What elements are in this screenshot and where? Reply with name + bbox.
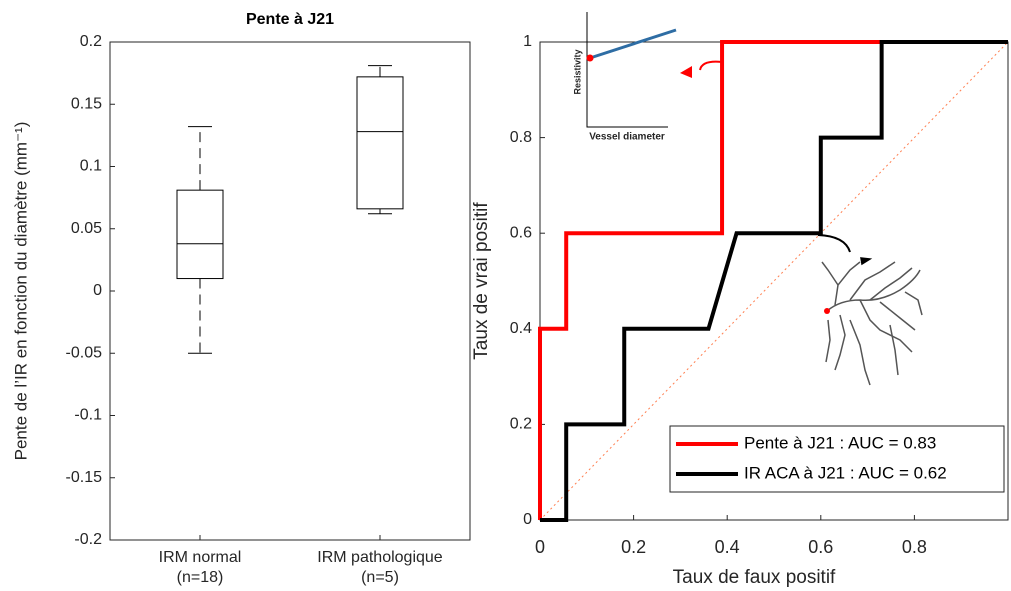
x-tick-label: 0.8 (902, 537, 927, 557)
inset-axes (586, 12, 668, 128)
box (356, 76, 404, 210)
y-tick-label: -0.1 (74, 407, 102, 424)
x-tick-label: 0 (535, 537, 545, 557)
arrow-head (680, 66, 692, 78)
y-tick-label: -0.2 (74, 531, 102, 548)
y-tick-label: 0.2 (80, 33, 102, 50)
axes-box (109, 41, 471, 541)
x-tick-label: 0.2 (621, 537, 646, 557)
arrow (699, 60, 723, 71)
y-tick-label: 0.4 (510, 320, 532, 337)
x-axis-label: Taux de faux positif (673, 567, 836, 588)
y-axis-label: Pente de l’IR en fonction du diamètre (m… (11, 122, 30, 461)
inset-line (589, 28, 677, 60)
inset-dot (586, 54, 594, 62)
y-axis-label: Taux de vrai positif (471, 202, 492, 360)
y-tick-label: 0.6 (510, 224, 532, 241)
roc-curve (540, 40, 1008, 522)
y-tick-label: 0.2 (510, 416, 532, 433)
legend-box (669, 425, 1005, 493)
inset-x-label: Vessel diameter (589, 132, 665, 143)
x-tick-label: (n=18) (177, 569, 224, 586)
y-tick-label: 0 (93, 282, 102, 299)
x-tick-label: 0.4 (715, 537, 740, 557)
roc-curve (538, 40, 1008, 520)
y-tick-label: 0.8 (510, 129, 532, 146)
x-tick-label: IRM normal (159, 549, 242, 566)
diagonal (539, 41, 1009, 521)
x-tick-label: 0.6 (808, 537, 833, 557)
y-tick-label: 0.15 (71, 95, 102, 112)
inset-y-label: Resistivity (572, 49, 582, 94)
chart-title: Pente à J21 (246, 11, 334, 28)
vessel-tree (817, 234, 923, 386)
x-tick-label: IRM pathologique (317, 549, 443, 566)
legend: Pente à J21 : AUC = 0.83 IR ACA à J21 : A… (669, 425, 1005, 493)
y-tick-label: -0.15 (66, 469, 103, 486)
box-plot: Pente à J21 Pente de l’IR en fonction du … (11, 11, 442, 586)
inset: Resistivity Vessel diameter (572, 12, 723, 143)
y-tick-label: 0.1 (80, 158, 102, 175)
roc-plot: Taux de faux positif Taux de vrai positif… (471, 40, 1009, 588)
y-tick-label: -0.05 (66, 344, 103, 361)
y-tick-label: 0 (523, 511, 532, 528)
legend-label: Pente à J21 : AUC = 0.83 (744, 433, 936, 452)
box (176, 189, 224, 280)
y-tick-label: 1 (523, 33, 532, 50)
y-tick-label: 0.05 (71, 220, 102, 237)
x-tick-label: (n=5) (361, 569, 399, 586)
legend-label: IR ACA à J21 : AUC = 0.62 (744, 463, 947, 482)
